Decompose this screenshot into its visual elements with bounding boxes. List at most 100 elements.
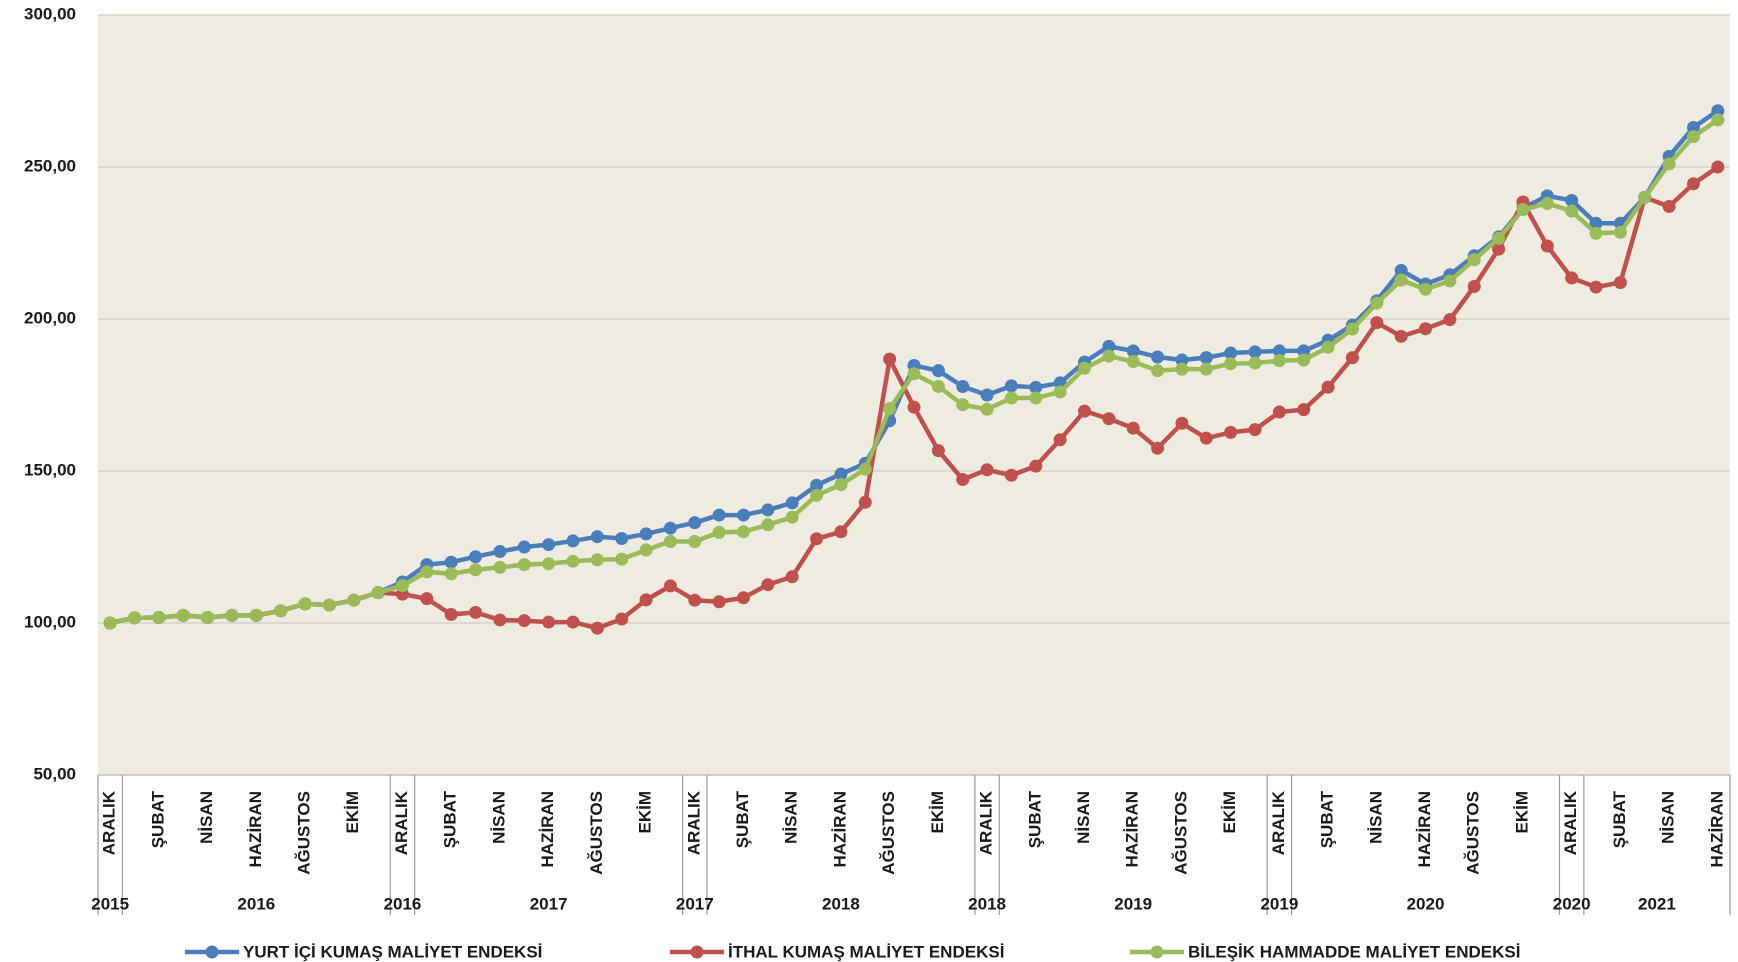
legend-marker bbox=[205, 945, 219, 959]
data-point bbox=[736, 525, 750, 539]
data-point bbox=[663, 535, 677, 549]
data-point bbox=[1004, 468, 1018, 482]
x-tick-label: HAZİRAN bbox=[1123, 791, 1142, 868]
x-tick-label: NİSAN bbox=[1074, 791, 1093, 844]
data-point bbox=[1297, 353, 1311, 367]
data-point bbox=[688, 535, 702, 549]
data-point bbox=[956, 379, 970, 393]
data-point bbox=[493, 545, 507, 559]
data-point bbox=[639, 593, 653, 607]
data-point bbox=[1102, 349, 1116, 363]
data-point bbox=[1662, 200, 1676, 214]
year-label: 2021 bbox=[1638, 894, 1676, 913]
data-point bbox=[663, 579, 677, 593]
data-point bbox=[517, 614, 531, 628]
data-point bbox=[956, 398, 970, 412]
x-tick-label: ŞUBAT bbox=[1025, 790, 1044, 848]
data-point bbox=[761, 578, 775, 592]
data-point bbox=[420, 565, 434, 579]
data-point bbox=[1419, 282, 1433, 296]
data-point bbox=[688, 516, 702, 530]
data-point bbox=[785, 496, 799, 510]
data-point bbox=[1613, 225, 1627, 239]
legend-label: YURT İÇİ KUMAŞ MALİYET ENDEKSİ bbox=[243, 942, 542, 961]
data-point bbox=[1004, 379, 1018, 393]
data-point bbox=[1053, 385, 1067, 399]
data-point bbox=[907, 400, 921, 414]
data-point bbox=[1297, 344, 1311, 358]
data-point bbox=[688, 593, 702, 607]
data-point bbox=[1029, 391, 1043, 405]
data-point bbox=[1540, 196, 1554, 210]
x-tick-label: ARALIK bbox=[977, 790, 996, 855]
data-point bbox=[152, 611, 166, 625]
data-point bbox=[517, 540, 531, 554]
data-point bbox=[1248, 345, 1262, 359]
data-point bbox=[201, 611, 215, 625]
data-point bbox=[1199, 362, 1213, 376]
x-tick-label: NİSAN bbox=[197, 791, 216, 844]
data-point bbox=[1589, 226, 1603, 240]
x-tick-label: NİSAN bbox=[489, 791, 508, 844]
x-tick-label: ARALIK bbox=[392, 790, 411, 855]
data-point bbox=[420, 592, 434, 606]
data-point bbox=[1248, 423, 1262, 437]
data-point bbox=[249, 608, 263, 622]
data-point bbox=[274, 604, 288, 618]
data-point bbox=[1565, 271, 1579, 285]
data-point bbox=[542, 557, 556, 571]
data-point bbox=[1370, 296, 1384, 310]
year-label: 2019 bbox=[1114, 894, 1152, 913]
data-point bbox=[1711, 104, 1725, 118]
data-point bbox=[785, 570, 799, 584]
data-point bbox=[1686, 130, 1700, 144]
x-tick-label: ARALIK bbox=[684, 790, 703, 855]
data-point bbox=[834, 467, 848, 481]
year-label: 2018 bbox=[968, 894, 1006, 913]
data-point bbox=[1248, 356, 1262, 370]
data-point bbox=[1589, 280, 1603, 294]
data-point bbox=[1345, 322, 1359, 336]
data-point bbox=[1394, 329, 1408, 343]
x-tick-label: NİSAN bbox=[782, 791, 801, 844]
x-tick-label: EKİM bbox=[343, 791, 362, 834]
x-tick-label: EKİM bbox=[928, 791, 947, 834]
data-point bbox=[395, 579, 409, 593]
data-point bbox=[1443, 313, 1457, 327]
year-label: 2017 bbox=[676, 894, 714, 913]
x-tick-label: ARALIK bbox=[100, 790, 119, 855]
data-point bbox=[1370, 316, 1384, 330]
y-tick-label: 250,00 bbox=[24, 156, 76, 175]
x-tick-label: AĞUSTOS bbox=[1171, 791, 1190, 875]
data-point bbox=[1151, 441, 1165, 455]
data-point bbox=[566, 554, 580, 568]
data-point bbox=[298, 597, 312, 611]
data-point bbox=[590, 530, 604, 544]
data-point bbox=[1126, 344, 1140, 358]
data-point bbox=[322, 598, 336, 612]
data-point bbox=[1175, 416, 1189, 430]
data-point bbox=[1540, 239, 1554, 253]
data-point bbox=[371, 586, 385, 600]
data-point bbox=[1394, 273, 1408, 287]
x-tick-label: HAZİRAN bbox=[538, 791, 557, 868]
data-point bbox=[1029, 459, 1043, 473]
data-point bbox=[810, 532, 824, 546]
data-point bbox=[639, 543, 653, 557]
data-point bbox=[1272, 344, 1286, 358]
x-tick-label: HAZİRAN bbox=[246, 791, 265, 868]
x-tick-label: AĞUSTOS bbox=[879, 791, 898, 875]
data-point bbox=[1492, 231, 1506, 245]
year-label: 2019 bbox=[1260, 894, 1298, 913]
data-point bbox=[1151, 364, 1165, 378]
x-tick-label: AĞUSTOS bbox=[587, 791, 606, 875]
legend-label: BİLEŞİK HAMMADDE MALİYET ENDEKSİ bbox=[1188, 942, 1520, 961]
data-point bbox=[736, 508, 750, 522]
data-point bbox=[128, 611, 142, 625]
data-point bbox=[1589, 216, 1603, 230]
data-point bbox=[1199, 431, 1213, 445]
data-point bbox=[980, 463, 994, 477]
data-point bbox=[1711, 160, 1725, 174]
data-point bbox=[1175, 362, 1189, 376]
